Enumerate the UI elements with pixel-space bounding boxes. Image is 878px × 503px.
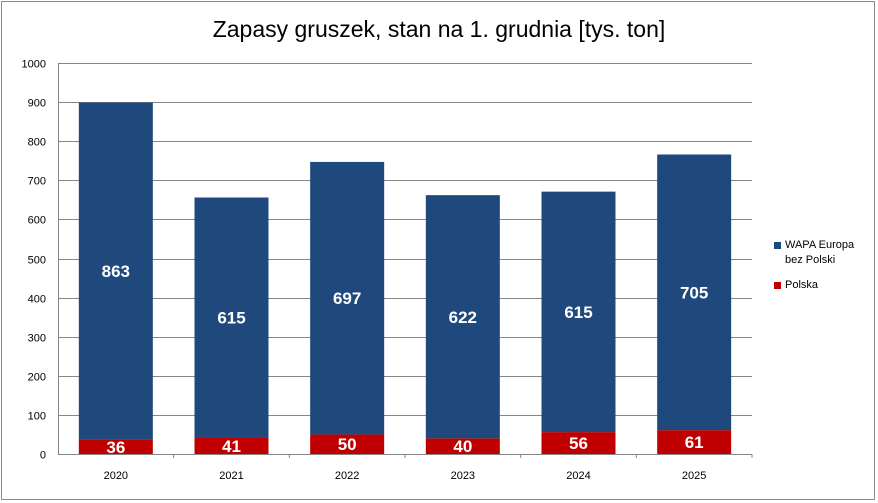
legend-swatch-polska [774,282,781,289]
y-tick-label: 800 [28,137,46,149]
data-label: 56 [569,434,588,453]
data-label: 705 [680,283,708,302]
bar-polska [194,437,269,454]
bar-polska [310,434,385,454]
bar-polska [425,438,500,454]
bar-polska [541,432,616,454]
y-tick-label: 400 [28,294,46,306]
y-tick-label: 200 [28,372,46,384]
bar-polska [78,439,153,454]
x-tick-label: 2021 [219,470,243,482]
legend-item-wapa: WAPA Europa bez Polski [774,238,874,268]
data-label: 61 [685,433,704,452]
bar-wapa [194,197,269,438]
x-tick-label: 2022 [335,470,359,482]
chart-title: Zapasy gruszek, stan na 1. grudnia [tys.… [212,16,666,42]
x-tick-label: 2025 [682,470,706,482]
legend-label-polska: Polska [785,279,819,291]
data-label: 863 [102,262,130,281]
legend-label-wapa-line1: WAPA Europa [785,239,855,251]
legend: WAPA Europa bez Polski Polska [774,238,874,303]
y-tick-label: 900 [28,98,46,110]
y-tick-label: 600 [28,215,46,227]
bar-wapa [657,154,732,431]
x-tick-label: 2020 [104,470,128,482]
data-label: 622 [449,308,477,327]
data-label: 615 [217,309,245,328]
bar-wapa [425,195,500,439]
bar-polska [657,430,732,454]
legend-label-wapa-line2: bez Polski [785,254,836,266]
legend-item-polska: Polska [774,278,874,293]
data-label: 615 [564,303,592,322]
legend-swatch-wapa [774,242,781,249]
y-tick-label: 0 [40,450,46,462]
data-label: 40 [453,437,472,456]
y-tick-label: 500 [28,255,46,267]
x-tick-label: 2024 [566,470,590,482]
y-tick-label: 300 [28,333,46,345]
bar-wapa [78,102,153,440]
x-tick-label: 2023 [451,470,475,482]
bar-wapa [310,161,385,435]
y-tick-label: 1000 [22,59,46,71]
data-label: 36 [106,438,125,457]
data-label: 50 [338,435,357,454]
y-tick-label: 700 [28,176,46,188]
data-label: 697 [333,289,361,308]
y-tick-label: 100 [28,411,46,423]
data-label: 41 [222,437,241,456]
bar-wapa [541,191,616,433]
